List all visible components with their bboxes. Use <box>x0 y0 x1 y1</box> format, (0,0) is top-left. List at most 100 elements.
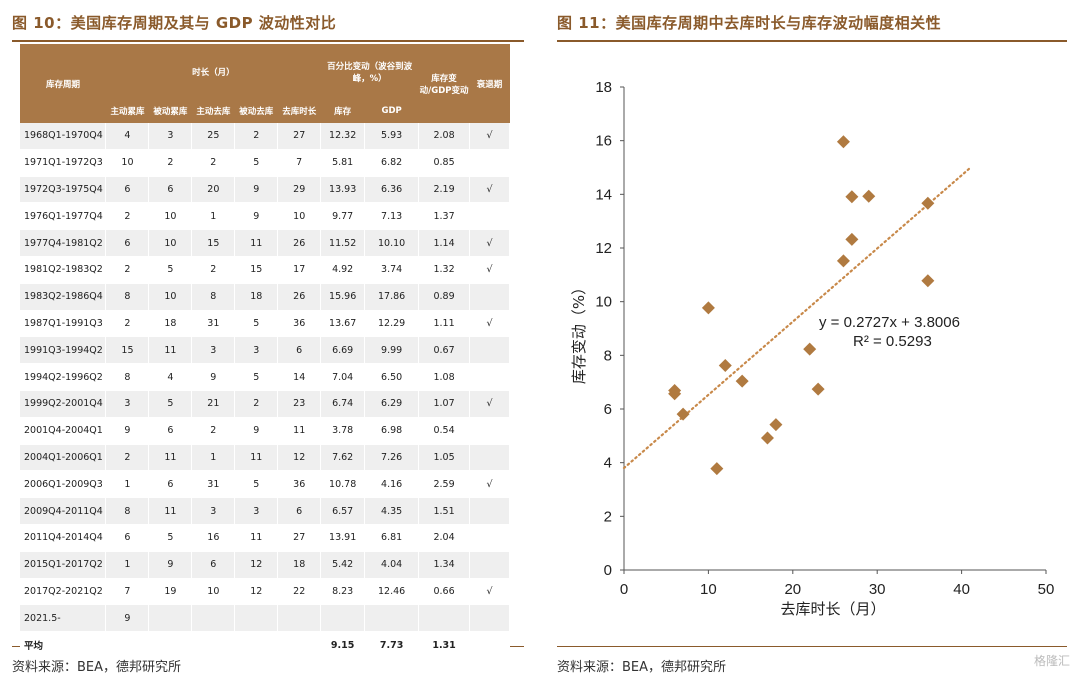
table-cell: 2 <box>234 123 279 150</box>
y-tick-label: 10 <box>595 294 612 311</box>
header-recession: 衰退期 <box>469 44 510 123</box>
table-cell: 4.04 <box>364 551 420 579</box>
table-cell: 11.52 <box>320 229 366 257</box>
table-cell: 平均 <box>20 631 107 659</box>
table-cell <box>469 149 510 177</box>
table-cell: 1 <box>105 551 150 579</box>
header-duration: 时长（月） <box>105 44 321 99</box>
table-cell: √ <box>469 390 510 418</box>
data-point <box>668 387 682 401</box>
table-cell: 10 <box>105 149 150 177</box>
table-cell: 2006Q1-2009Q3 <box>20 470 107 499</box>
table-cell: 6 <box>148 417 193 445</box>
data-point <box>803 342 817 356</box>
table-cell: 9.77 <box>320 202 366 231</box>
table-cell: 2 <box>191 417 236 445</box>
table-cell: 11 <box>277 417 322 445</box>
header-active-destock: 主动去库 <box>191 99 235 123</box>
table-cell: 10 <box>148 283 193 311</box>
figure-10-source: 资料来源：BEA，德邦研究所 <box>12 660 182 675</box>
table-cell: 1.08 <box>418 363 471 391</box>
table-cell: 5 <box>234 363 279 391</box>
figure-11-bottom-rule <box>557 646 1067 647</box>
table-cell: 6 <box>105 229 150 257</box>
table-cell: 3 <box>148 123 193 150</box>
table-row: 1976Q1-1977Q4 2 10 1 9 10 9.77 7.13 1.37 <box>20 202 510 231</box>
table-cell: 1.31 <box>418 631 471 659</box>
y-tick-label: 14 <box>595 186 612 203</box>
table-cell: 1977Q4-1981Q2 <box>20 229 107 257</box>
table-cell: 2 <box>105 202 150 231</box>
table-cell: 13.91 <box>320 524 366 552</box>
table-cell: 1.07 <box>418 390 471 418</box>
table-cell: 11 <box>234 444 279 472</box>
table-cell: 6 <box>148 470 193 499</box>
table-row: 1972Q3-1975Q4 6 6 20 9 29 13.93 6.36 2.19 √ <box>20 176 510 204</box>
table-row: 1983Q2-1986Q4 8 10 8 18 26 15.96 17.86 0.89 <box>20 283 510 311</box>
data-point <box>701 301 715 315</box>
table-cell: 9 <box>234 202 279 231</box>
table-cell: 9 <box>234 176 279 204</box>
header-inventory: 库存 <box>320 99 365 123</box>
table-cell: 1.05 <box>418 444 471 472</box>
figure-11-top-rule <box>557 40 1067 42</box>
table-cell: 13.67 <box>320 310 366 338</box>
table-cell: 9 <box>105 604 150 633</box>
table-cell: 2.04 <box>418 524 471 552</box>
table-cell: 12.46 <box>364 578 420 606</box>
table-cell: 7.13 <box>364 202 420 231</box>
table-cell: 1 <box>191 444 236 472</box>
table-cell: 1987Q1-1991Q3 <box>20 310 107 338</box>
table-cell: 6.69 <box>320 336 366 365</box>
table-cell <box>469 283 510 311</box>
table-cell: 21 <box>191 390 236 418</box>
table-cell: 1 <box>191 202 236 231</box>
table-row: 1971Q1-1972Q3 10 2 2 5 7 5.81 6.82 0.85 <box>20 149 510 177</box>
y-tick-label: 4 <box>604 455 612 472</box>
table-cell: 1999Q2-2001Q4 <box>20 390 107 418</box>
table-cell: 18 <box>277 551 322 579</box>
table-cell: 2.08 <box>418 123 471 150</box>
table-cell: 5 <box>234 310 279 338</box>
table-cell: 1972Q3-1975Q4 <box>20 176 107 204</box>
table-cell: 10 <box>148 202 193 231</box>
table-cell: 10 <box>191 578 236 606</box>
table-cell <box>469 202 510 231</box>
y-tick-label: 2 <box>604 508 612 525</box>
table-cell: 2 <box>234 390 279 418</box>
table-cell: 8 <box>191 283 236 311</box>
y-axis-title: 库存变动（%） <box>570 280 588 384</box>
table-cell: 0.67 <box>418 336 471 365</box>
table-cell: 10.10 <box>364 229 420 257</box>
data-point <box>836 254 850 268</box>
data-point <box>769 418 783 432</box>
table-cell: 9 <box>148 551 193 579</box>
table-cell: 4.35 <box>364 497 420 525</box>
table-cell: 3.78 <box>320 417 366 445</box>
table-cell: 11 <box>148 444 193 472</box>
table-cell: 9 <box>234 417 279 445</box>
table-cell: 1.34 <box>418 551 471 579</box>
table-cell: 3 <box>234 336 279 365</box>
table-cell: 0.66 <box>418 578 471 606</box>
table-cell: 14 <box>277 363 322 391</box>
data-point <box>710 462 724 476</box>
table-cell: 5.42 <box>320 551 366 579</box>
data-point <box>862 189 876 203</box>
table-cell: 18 <box>234 283 279 311</box>
table-cell <box>469 444 510 472</box>
figure-10-top-rule <box>12 40 524 42</box>
table-cell: 11 <box>234 229 279 257</box>
watermark: 格隆汇 <box>1033 654 1070 668</box>
table-cell: 12.32 <box>320 123 366 150</box>
table-row: 2015Q1-2017Q2 1 9 6 12 18 5.42 4.04 1.34 <box>20 551 510 579</box>
table-cell: 6.81 <box>364 524 420 552</box>
table-cell: 2.19 <box>418 176 471 204</box>
table-cell: 11 <box>234 524 279 552</box>
table-row: 1991Q3-1994Q2 15 11 3 3 6 6.69 9.99 0.67 <box>20 336 510 365</box>
table-cell: 0.54 <box>418 417 471 445</box>
table-cell: 2004Q1-2006Q1 <box>20 444 107 472</box>
header-destock-duration: 去库时长 <box>277 99 321 123</box>
table-cell: 1.51 <box>418 497 471 525</box>
table-cell: 31 <box>191 310 236 338</box>
